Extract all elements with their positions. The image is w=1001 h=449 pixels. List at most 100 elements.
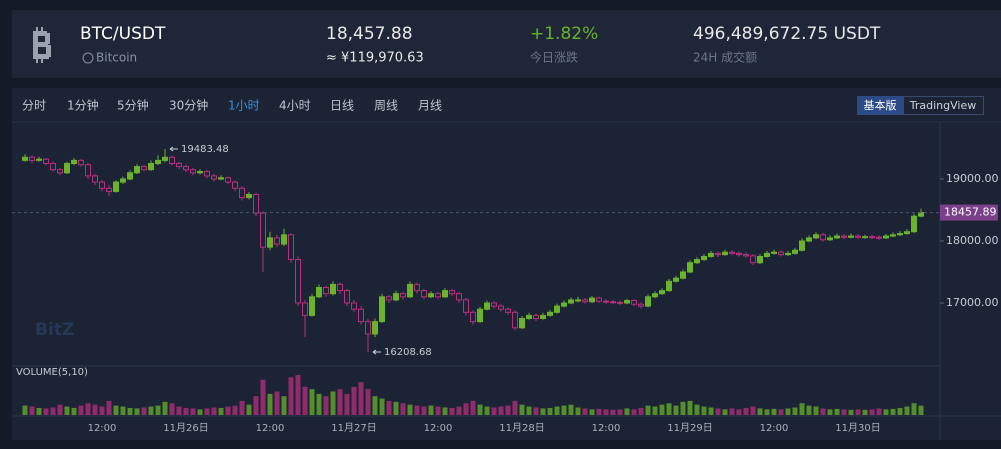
mode-button[interactable]	[903, 96, 984, 115]
candle-body	[701, 255, 707, 261]
volume-bar	[848, 409, 854, 415]
candle-body	[897, 233, 903, 236]
candle-body	[862, 236, 868, 239]
candle-body	[575, 299, 581, 302]
chart-panel	[12, 88, 1001, 440]
watermark: BitZ	[35, 320, 74, 340]
candle-body	[407, 283, 413, 298]
volume-bar	[120, 406, 126, 415]
volume-bar	[610, 409, 616, 415]
candle-body	[533, 314, 539, 319]
volume-bar	[99, 406, 105, 415]
volume-bar	[365, 389, 371, 415]
volume-bar	[316, 393, 322, 415]
volume-bar	[799, 403, 805, 415]
candle-body	[554, 305, 560, 313]
volume-bar	[785, 408, 791, 415]
volume-bar	[624, 408, 630, 415]
candle-body	[708, 252, 714, 257]
volume-bar	[512, 400, 518, 415]
interval-tab[interactable]: 4小时	[279, 99, 311, 113]
candle-body	[127, 172, 133, 180]
volume-bar	[659, 404, 665, 415]
candle-body	[827, 237, 833, 241]
volume-bar	[722, 409, 728, 415]
candle-body	[120, 178, 126, 183]
volume-bar	[526, 406, 532, 415]
candle-body	[351, 302, 357, 310]
volume-bar	[323, 396, 329, 415]
ticker-panel	[12, 10, 1001, 78]
x-tick-label: 11月29日	[667, 422, 712, 434]
candle-body	[281, 234, 287, 245]
volume-bar	[645, 405, 651, 415]
mode-label[interactable]: 基本版	[864, 98, 897, 112]
y-tick-label: 18000.00	[946, 234, 999, 247]
candle-body	[750, 255, 756, 264]
volume-bar	[498, 406, 504, 415]
volume-bar	[561, 405, 567, 415]
volume-bar	[288, 377, 294, 415]
annotation-arrow	[372, 349, 381, 355]
candle-body	[855, 235, 861, 238]
interval-tab[interactable]: 月线	[418, 99, 442, 113]
volume-bar	[309, 389, 315, 415]
volume-bar	[50, 407, 56, 415]
volume-bar	[218, 407, 224, 415]
volume-bar	[295, 375, 301, 415]
candle-body	[379, 296, 385, 323]
candle-body	[204, 171, 210, 177]
volume-bar	[750, 406, 756, 415]
candle-body	[603, 300, 609, 303]
volume-bar	[638, 407, 644, 415]
volume-bar	[22, 405, 28, 415]
volume-bar	[456, 406, 462, 415]
candle-body	[519, 317, 525, 329]
candle-body	[365, 321, 371, 335]
volume-bar	[71, 407, 77, 415]
candle-body	[806, 237, 812, 242]
interval-tab[interactable]: 1小时	[228, 99, 260, 113]
interval-tab[interactable]: 5分钟	[117, 98, 149, 113]
candle-body	[624, 300, 630, 304]
volume-bar	[85, 403, 91, 415]
candle-body	[498, 305, 504, 310]
x-tick-label: 11月26日	[163, 422, 208, 434]
interval-tab[interactable]: 1分钟	[67, 98, 99, 113]
volume-bar	[148, 406, 154, 415]
volume-bar	[372, 396, 378, 415]
volume-bar	[351, 386, 357, 415]
candle-body	[820, 234, 826, 241]
interval-tab[interactable]: 30分钟	[169, 98, 208, 113]
x-tick-label: 12:00	[256, 423, 285, 434]
mode-button[interactable]	[857, 96, 903, 115]
mode-label[interactable]: TradingView	[909, 99, 976, 112]
volume-bar	[57, 404, 63, 415]
candle-body	[785, 252, 791, 256]
volume-bar	[519, 404, 525, 415]
candle-body	[435, 293, 441, 298]
candle-body	[155, 159, 161, 164]
candle-body	[680, 271, 686, 279]
volume-bar	[778, 409, 784, 415]
price: 18,457.88	[326, 24, 413, 44]
volume-bar	[820, 408, 826, 415]
interval-tab[interactable]: 日线	[330, 99, 354, 113]
x-tick-label: 12:00	[760, 423, 789, 434]
candle-body	[393, 293, 399, 301]
candle-body	[162, 156, 168, 161]
volume-bar	[666, 403, 672, 415]
candle-body	[652, 293, 658, 298]
candle-body	[400, 293, 406, 298]
interval-tab[interactable]: 分时	[22, 99, 46, 113]
candle-body	[302, 302, 308, 316]
candle-body	[113, 181, 119, 192]
volume: 496,489,672.75 USDT	[693, 24, 881, 44]
volume-bar	[78, 405, 84, 415]
volume-bar	[827, 409, 833, 415]
last-price-label: 18457.89	[944, 206, 997, 219]
volume-bar	[344, 393, 350, 415]
candle-body	[57, 169, 63, 174]
candle-body	[589, 297, 595, 303]
interval-tab[interactable]: 周线	[374, 99, 398, 113]
